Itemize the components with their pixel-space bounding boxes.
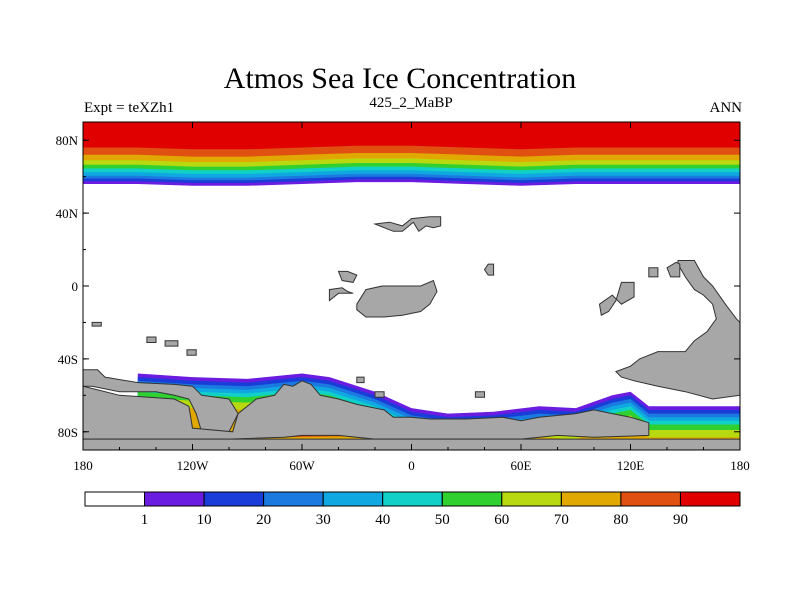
land-mass (373, 216, 442, 233)
land-mass (648, 267, 659, 278)
x-tick-label: 60W (289, 458, 315, 473)
colorbar-swatch (441, 491, 503, 507)
land-mass (146, 336, 157, 343)
colorbar-swatch (382, 491, 443, 507)
x-tick-label: 0 (408, 458, 415, 473)
land-mass (328, 287, 354, 302)
land-mass (337, 270, 358, 283)
chart-title: Atmos Sea Ice Concentration (223, 62, 577, 95)
colorbar-label: 40 (375, 512, 390, 528)
colorbar-label: 10 (197, 512, 212, 528)
x-tick-label: 60E (511, 458, 532, 473)
land-mass (186, 349, 197, 356)
land-mass (474, 391, 485, 398)
period-label: 425_2_MaBP (369, 95, 453, 111)
land-mass (356, 376, 365, 384)
land-mass (91, 321, 102, 327)
experiment-label: Expt = teXZh1 (84, 100, 175, 116)
land-mass (374, 391, 385, 398)
land-mass (598, 281, 635, 316)
colorbar-swatch (144, 491, 205, 507)
colorbar-label: 50 (435, 512, 450, 528)
land-mass (666, 261, 681, 278)
y-tick-label: 40N (56, 206, 79, 221)
x-tick-label: 120E (617, 458, 645, 473)
land-mass (164, 340, 179, 347)
land-mass (356, 279, 438, 318)
land-mass (614, 260, 740, 400)
x-tick-label: 120W (177, 458, 210, 473)
colorbar-swatch (322, 491, 384, 507)
colorbar-swatch (501, 491, 562, 507)
colorbar-swatch (620, 491, 681, 507)
colorbar-label: 20 (256, 512, 271, 528)
colorbar-label: 80 (613, 512, 628, 528)
y-tick-label: 40S (58, 352, 78, 367)
colorbar-label: 90 (673, 512, 688, 528)
y-tick-label: 80N (56, 133, 79, 148)
y-tick-label: 80S (58, 425, 78, 440)
season-label: ANN (709, 100, 743, 116)
x-tick-label: 180 (730, 458, 750, 473)
colorbar-label: 60 (494, 512, 509, 528)
colorbar-swatch (84, 491, 145, 507)
colorbar-label: 1 (141, 512, 149, 528)
colorbar-label: 70 (554, 512, 569, 528)
colorbar-label: 30 (316, 512, 331, 528)
colorbar-swatch (203, 491, 265, 507)
arctic-ice-band (83, 122, 740, 150)
x-tick-label: 180 (73, 458, 93, 473)
colorbar-swatch (263, 491, 324, 507)
colorbar-swatch (560, 491, 622, 507)
colorbar-swatch (680, 491, 741, 507)
land-mass (83, 369, 239, 450)
y-tick-label: 0 (72, 279, 79, 294)
land-mass (483, 263, 495, 276)
